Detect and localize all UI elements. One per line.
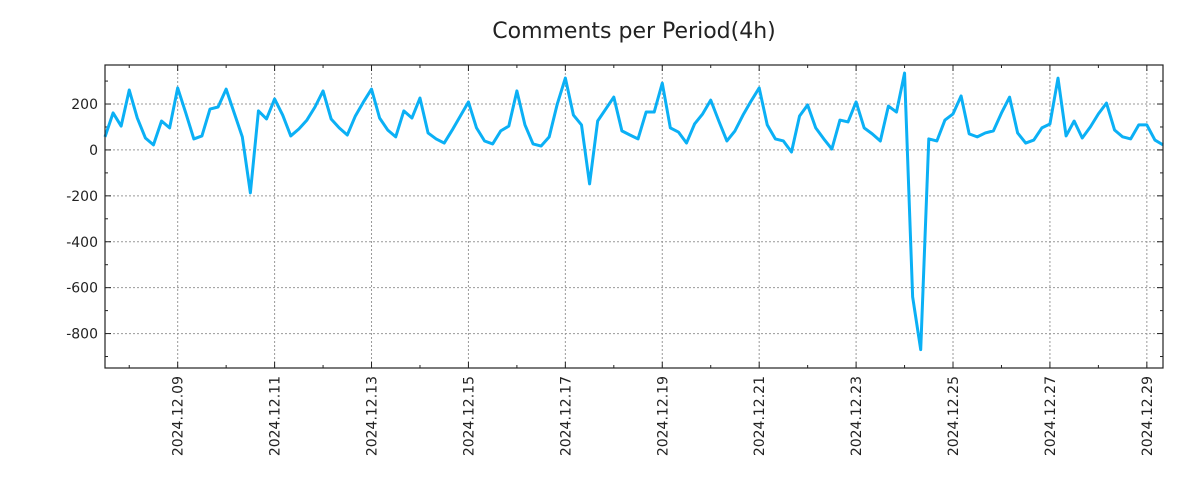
y-tick-label: 200 xyxy=(71,97,98,113)
x-tick-label: 2024.12.23 xyxy=(849,376,865,456)
y-tick-label: -800 xyxy=(66,327,98,343)
x-tick-label: 2024.12.11 xyxy=(268,376,284,456)
x-tick-label: 2024.12.21 xyxy=(752,376,768,456)
y-tick-label: 0 xyxy=(89,143,98,159)
x-tick-label: 2024.12.19 xyxy=(655,376,671,456)
y-tick-label: -400 xyxy=(66,235,98,251)
series-line xyxy=(103,71,1164,352)
y-tick-label: -200 xyxy=(66,189,98,205)
x-tick-label: 2024.12.09 xyxy=(171,376,187,456)
x-tick-label: 2024.12.25 xyxy=(946,376,962,456)
x-tick-label: 2024.12.17 xyxy=(558,376,574,456)
x-tick-label: 2024.12.27 xyxy=(1043,376,1059,456)
grid xyxy=(105,65,1163,368)
y-tick-label: -600 xyxy=(66,281,98,297)
axis-ticks: 200 0 -200 -400 -600 -800 2024.12.09 2024.12.11… xyxy=(66,65,1163,456)
x-tick-label: 2024.12.13 xyxy=(365,376,381,456)
plot-frame xyxy=(104,64,1164,369)
x-tick-label: 2024.12.29 xyxy=(1140,376,1156,456)
x-tick-label: 2024.12.15 xyxy=(461,376,477,456)
series xyxy=(103,71,1164,352)
chart-title: Comments per Period(4h) xyxy=(492,19,776,44)
